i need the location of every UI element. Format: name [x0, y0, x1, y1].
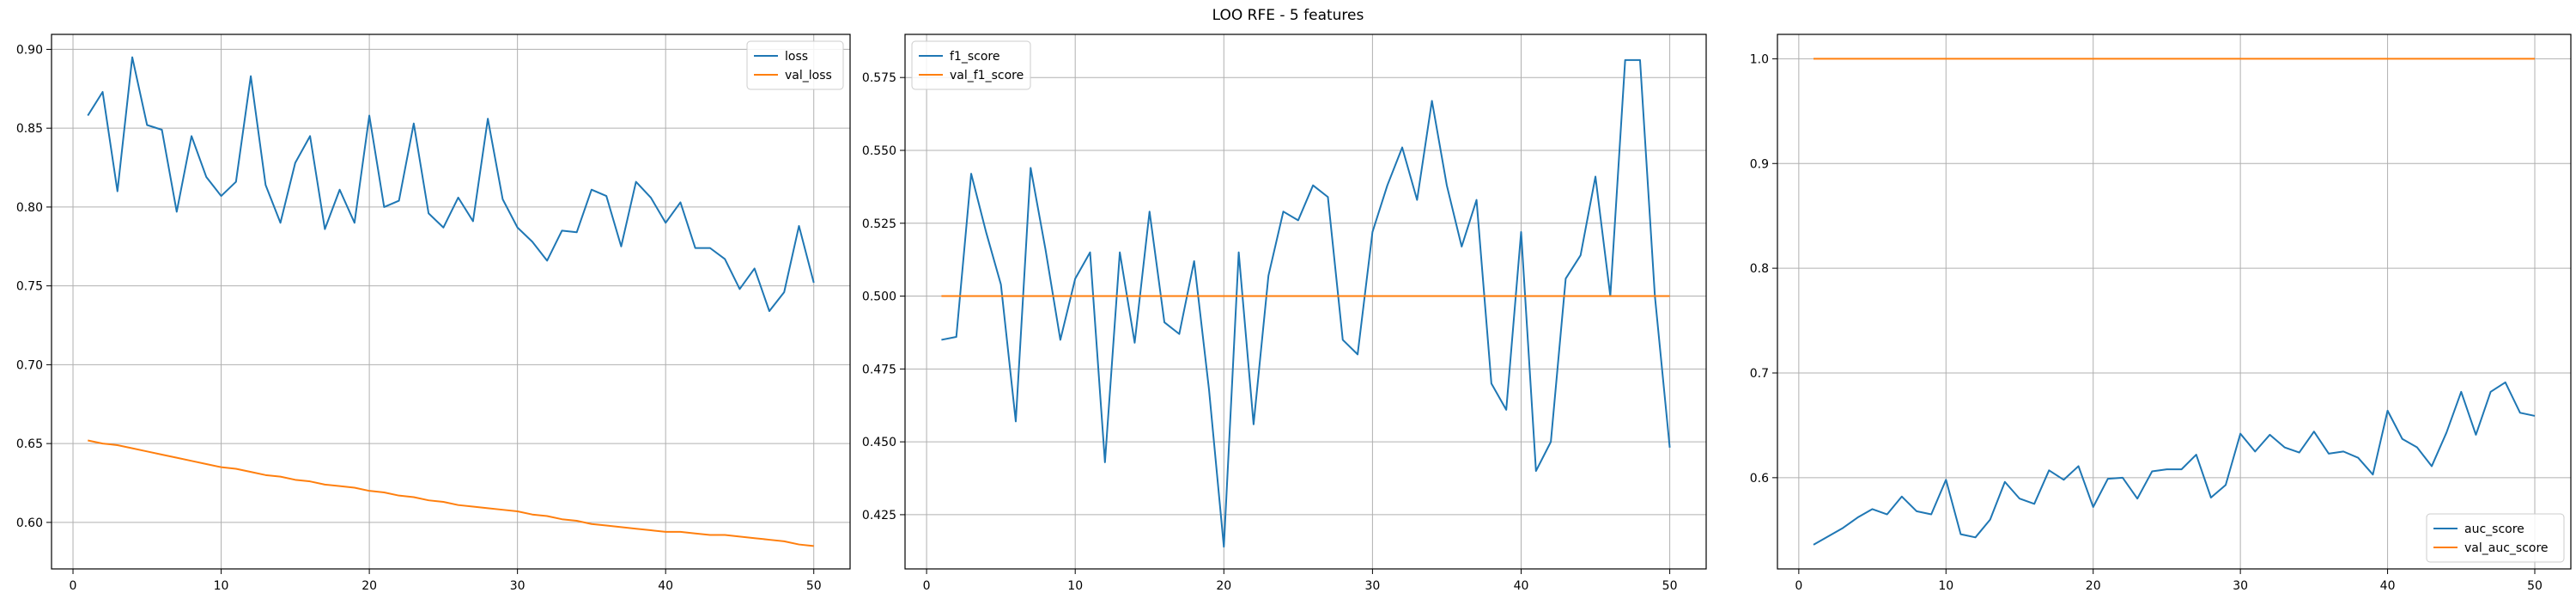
x-tick-label: 20 — [2086, 579, 2101, 593]
x-tick-label: 40 — [1514, 579, 1529, 593]
panel-1: 0 10 20 30 40 50 0.60 0.65 0.70 0.75 0.80 0.85 0.90 l… — [16, 34, 851, 593]
x-tick-label: 50 — [1662, 579, 1678, 593]
x-tick-label: 10 — [214, 579, 229, 593]
y-tick-label: 0.8 — [1750, 262, 1769, 276]
axes-frame — [51, 34, 851, 570]
y-tick-label: 0.85 — [16, 122, 43, 136]
x-tick-label: 0 — [70, 579, 77, 593]
x-tick-label: 10 — [1067, 579, 1083, 593]
y-tick-label: 0.60 — [16, 516, 43, 530]
x-tick-label: 20 — [1216, 579, 1231, 593]
legend-label: val_auc_score — [2464, 541, 2549, 555]
legend-box — [911, 40, 1031, 90]
y-tick-label: 0.525 — [862, 217, 896, 231]
y-tick-label: 0.7 — [1750, 367, 1769, 381]
axes-frame — [904, 34, 1707, 570]
y-tick-label: 0.6 — [1750, 472, 1769, 486]
y-tick-label: 0.500 — [862, 290, 896, 304]
series-line-val_loss — [88, 439, 814, 547]
y-tick-label: 0.550 — [862, 144, 896, 158]
y-tick-label: 0.450 — [862, 436, 896, 449]
x-tick-label: 50 — [806, 579, 822, 593]
legend-box — [746, 40, 844, 90]
x-tick-label: 30 — [1364, 579, 1380, 593]
x-tick-label: 30 — [2233, 579, 2248, 593]
y-tick-label: 0.65 — [16, 437, 43, 451]
panel-3: 0 10 20 30 40 50 0.6 0.7 0.8 0.9 1.0 auc_score val_a… — [1750, 34, 2572, 593]
y-tick-label: 0.75 — [16, 280, 43, 294]
x-tick-label: 30 — [510, 579, 526, 593]
y-tick-label: 0.425 — [862, 509, 896, 522]
figure-title: LOO RFE - 5 features — [1212, 7, 1364, 24]
legend-box — [2426, 513, 2565, 563]
y-tick-label: 0.475 — [862, 363, 896, 376]
x-tick-label: 50 — [2527, 579, 2543, 593]
x-tick-label: 20 — [361, 579, 377, 593]
axes-frame — [1777, 34, 2572, 570]
y-tick-label: 0.575 — [862, 71, 896, 85]
x-tick-label: 0 — [923, 579, 931, 593]
series-line-auc_score — [1813, 381, 2536, 546]
x-tick-label: 10 — [1938, 579, 1953, 593]
legend-label: auc_score — [2464, 522, 2524, 536]
legend: auc_score val_auc_score — [2426, 513, 2565, 563]
x-tick-label: 40 — [658, 579, 673, 593]
y-tick-label: 0.70 — [16, 358, 43, 372]
y-tick-label: 1.0 — [1750, 52, 1769, 66]
legend-label: loss — [785, 50, 808, 64]
legend: f1_score val_f1_score — [911, 40, 1031, 90]
series-line-loss — [87, 56, 815, 313]
series-line-f1_score — [941, 58, 1671, 548]
y-tick-label: 0.80 — [16, 201, 43, 215]
legend-label: f1_score — [950, 50, 999, 64]
legend-label: val_loss — [785, 69, 832, 82]
panel-2: 0 10 20 30 40 50 0.425 0.450 0.475 0.500 0.525 0.55… — [862, 34, 1707, 593]
y-tick-label: 0.90 — [16, 43, 43, 57]
legend: loss val_loss — [746, 40, 844, 90]
legend-label: val_f1_score — [950, 69, 1024, 82]
y-tick-label: 0.9 — [1750, 157, 1769, 171]
x-tick-label: 40 — [2380, 579, 2396, 593]
x-tick-label: 0 — [1795, 579, 1802, 593]
